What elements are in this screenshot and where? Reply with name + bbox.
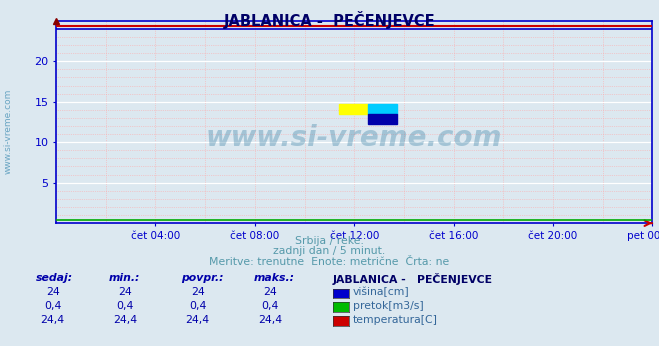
Text: www.si-vreme.com: www.si-vreme.com <box>206 124 502 152</box>
Text: maks.:: maks.: <box>254 273 295 283</box>
Bar <box>368 104 397 114</box>
Text: 24: 24 <box>264 287 277 297</box>
Text: 24,4: 24,4 <box>258 315 282 325</box>
Text: 24,4: 24,4 <box>41 315 65 325</box>
Text: 24: 24 <box>119 287 132 297</box>
Text: JABLANICA -  PEČENJEVCE: JABLANICA - PEČENJEVCE <box>223 11 436 29</box>
Text: pretok[m3/s]: pretok[m3/s] <box>353 301 423 311</box>
Text: 0,4: 0,4 <box>262 301 279 311</box>
Text: povpr.:: povpr.: <box>181 273 223 283</box>
Text: 0,4: 0,4 <box>117 301 134 311</box>
Text: 24,4: 24,4 <box>186 315 210 325</box>
Text: temperatura[C]: temperatura[C] <box>353 315 438 325</box>
Bar <box>368 114 397 124</box>
Text: JABLANICA -   PEČENJEVCE: JABLANICA - PEČENJEVCE <box>333 273 493 285</box>
Text: zadnji dan / 5 minut.: zadnji dan / 5 minut. <box>273 246 386 256</box>
Text: Meritve: trenutne  Enote: metrične  Črta: ne: Meritve: trenutne Enote: metrične Črta: … <box>210 257 449 267</box>
Text: Srbija / reke.: Srbija / reke. <box>295 236 364 246</box>
Text: www.si-vreme.com: www.si-vreme.com <box>3 89 13 174</box>
Text: sedaj:: sedaj: <box>36 273 73 283</box>
Text: 0,4: 0,4 <box>44 301 61 311</box>
Text: višina[cm]: višina[cm] <box>353 287 409 298</box>
Bar <box>339 104 368 114</box>
Text: 24: 24 <box>191 287 204 297</box>
Text: min.:: min.: <box>109 273 140 283</box>
Text: 24: 24 <box>46 287 59 297</box>
Text: 24,4: 24,4 <box>113 315 137 325</box>
Text: 0,4: 0,4 <box>189 301 206 311</box>
